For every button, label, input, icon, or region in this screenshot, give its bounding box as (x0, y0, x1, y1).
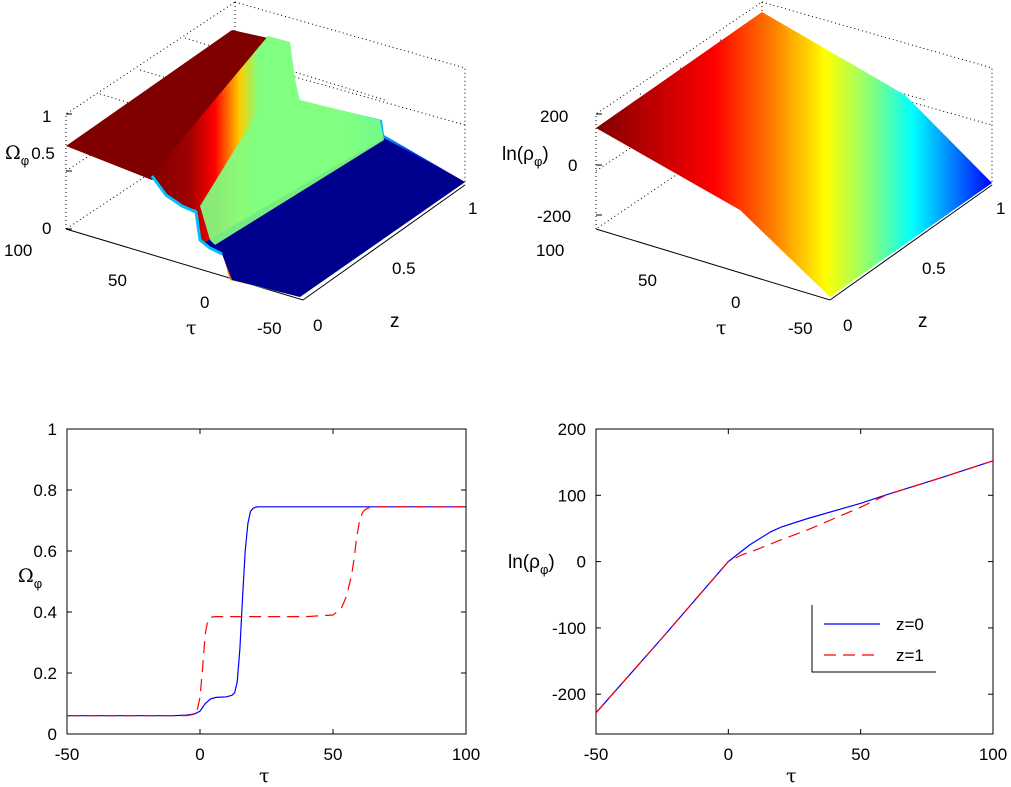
panel-surface-ln-rho: 200 0 -200 ln(ρφ) 100 50 0 -50 τ 0 0.5 1… (502, 1, 1005, 339)
x-tick-label: 100 (979, 745, 1007, 764)
surface-low-plateau (205, 138, 465, 297)
surface-ln-rho (596, 12, 992, 297)
tau-tick: 50 (108, 271, 127, 290)
y-tick-label: 0 (577, 553, 586, 572)
y-axis-label: Ωφ (18, 565, 42, 591)
series-line-z0 (67, 506, 466, 717)
z-axis-ticks: 200 0 -200 (537, 107, 602, 226)
z-tick: 200 (540, 107, 568, 126)
depth-axis-label: z (918, 311, 928, 332)
plot-series (595, 460, 994, 714)
legend-label-z1: z=1 (896, 646, 924, 665)
depth-axis: 0 0.5 1 z (843, 199, 1005, 335)
depth-tick: 0.5 (392, 259, 416, 278)
y-tick-label: 100 (558, 486, 586, 505)
tau-tick: 0 (731, 293, 740, 312)
z-tick: 0 (42, 219, 51, 238)
surface-step-edge (150, 175, 223, 256)
tau-tick: 50 (638, 271, 657, 290)
x-tick-label: 50 (851, 745, 870, 764)
legend-label-z0: z=0 (896, 615, 924, 634)
panel-surface-omega: 1 0 Ωφ 0.5 100 50 0 -50 τ 0 0.5 1 z (4, 1, 477, 339)
depth-axis-label: z (390, 311, 400, 332)
panel-ln-rho-lines: -50 0 50 100 -200 -100 0 100 200 τ ln(ρφ) z=0 z=… (508, 420, 1007, 787)
tau-tick: -50 (788, 319, 813, 338)
x-tick-label: -50 (584, 745, 609, 764)
depth-tick: 0.5 (922, 259, 946, 278)
depth-tick: 0 (313, 316, 322, 335)
series-line-z1 (67, 506, 466, 717)
tau-tick: -50 (257, 319, 282, 338)
x-tick-label: -50 (55, 745, 80, 764)
y-tick-label: -100 (552, 619, 586, 638)
y-axis-label: ln(ρφ) (508, 552, 555, 577)
x-tick-label: 0 (195, 745, 204, 764)
y-tick-label: 0.8 (33, 481, 57, 500)
z-axis-label: Ωφ 0.5 (5, 142, 55, 168)
y-tick-label: 0.4 (33, 603, 57, 622)
surface-mid-plateau (200, 60, 384, 245)
z-axis-label: ln(ρφ) (502, 144, 549, 169)
depth-tick: 0 (843, 316, 852, 335)
z-axis-ticks: 1 0 (42, 107, 72, 238)
x-tick-label: 0 (724, 745, 733, 764)
tau-axis-label: τ (186, 317, 197, 339)
axis-ticks: -50 0 50 100 -200 -100 0 100 200 (552, 420, 1007, 764)
plot-frame (595, 428, 994, 735)
y-tick-label: 200 (558, 420, 586, 439)
depth-tick: 1 (996, 199, 1005, 218)
tau-tick: 0 (200, 293, 209, 312)
tau-axis: 100 50 0 -50 τ (536, 241, 813, 339)
tau-axis-label: τ (716, 317, 727, 339)
depth-tick: 1 (468, 199, 477, 218)
y-tick-label: -200 (552, 685, 586, 704)
y-tick-label: 0.6 (33, 542, 57, 561)
y-tick-label: 1 (48, 420, 57, 439)
depth-axis: 0 0.5 1 z (313, 199, 477, 335)
y-tick-label: 0 (48, 725, 57, 744)
series-line-z1 (595, 460, 994, 714)
legend: z=0 z=1 (811, 605, 936, 673)
series-line-z0 (595, 460, 994, 714)
x-tick-label: 100 (452, 745, 480, 764)
y-tick-label: 0.2 (33, 664, 57, 683)
tau-tick: 100 (4, 241, 32, 260)
z-tick: 0 (568, 156, 577, 175)
x-axis-label: τ (259, 765, 270, 787)
x-axis-label: τ (786, 765, 797, 787)
plot-frame (66, 428, 467, 735)
z-tick: -200 (537, 207, 571, 226)
plot-series (67, 506, 466, 717)
tau-tick: 100 (536, 241, 564, 260)
tau-axis: 100 50 0 -50 τ (4, 241, 282, 339)
legend-frame (811, 605, 936, 673)
z-tick: 1 (42, 107, 51, 126)
x-tick-label: 50 (324, 745, 343, 764)
